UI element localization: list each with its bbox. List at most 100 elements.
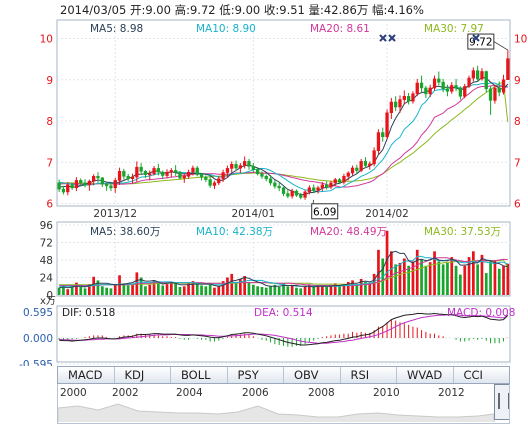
volume-bar [346,281,350,295]
macd-tick-label: 0.000 [23,333,53,345]
candle-body [342,176,346,183]
volume-bar [83,288,87,295]
event-marker-cross [472,34,480,42]
timeline-year: 2002 [112,387,139,399]
volume-bar [437,261,441,295]
tab-kdj[interactable]: KDJ [114,367,171,383]
quote-info-bar: 2014/03/05 开:9.00 高:9.72 低:9.00 收:9.51 量… [60,2,424,18]
volume-bar [217,286,221,296]
macd-legend: DIF: 0.518 [62,307,115,319]
candle-body [294,190,299,196]
candle-body [195,167,199,175]
candle-body [96,176,100,179]
volume-bar [200,285,203,295]
volume-bar [204,286,208,296]
annotation-box [311,203,339,220]
volume-ma-legend: MA30: 37.53万 [424,226,501,238]
candle-body [312,187,316,191]
volume-bar [62,284,65,295]
candle-body [333,179,337,184]
volume-bar [144,286,147,296]
timeline-year: 2006 [242,387,269,399]
candle-body [419,82,424,89]
tab-wvad[interactable]: WVAD [397,367,454,383]
macd-legend: DEA: 0.514 [254,307,313,319]
volume-bar [157,281,160,295]
volume-bar [213,287,216,295]
volume-bar [321,285,324,295]
candle-body [100,177,105,185]
tab-cci[interactable]: CCI [453,367,509,383]
event-marker [379,34,387,42]
candle-body [260,173,264,177]
quote-volume-label: 量: [308,3,324,17]
volume-bar [187,283,190,295]
volume-bar [282,283,285,295]
candle-body [74,180,79,189]
candle-body [117,171,122,181]
tab-rsi[interactable]: RSI [340,367,397,383]
candle-body [398,99,402,108]
volume-bar [303,286,307,296]
volume-unit-label: x万 [40,296,56,307]
volume-bar [256,286,259,296]
candle-body [406,96,411,102]
price-right-tick-label: 10 [514,34,527,46]
candle-body [506,58,510,81]
candle-body [135,166,139,178]
price-left-tick-label: 6 [46,199,53,211]
candle-body [363,161,368,166]
candle-body [182,176,186,179]
volume-bar [148,284,152,295]
quote-date: 2014/03/05 [60,3,127,17]
event-marker [472,34,480,42]
volume-bar [454,265,458,295]
candle-body [488,88,493,101]
tab-psy[interactable]: PSY [227,367,284,383]
candle-body [87,180,92,186]
volume-bar [113,284,117,295]
volume-bar [433,251,436,296]
timeline-history-area [58,403,495,422]
x-tick-label: 2014/02 [365,208,409,220]
stock-chart[interactable]: 6 6 7 7 8 8 9 9 10 10 2013/12 2014/01 2014/02 MA5: 8.… [0,0,528,366]
volume-bar [79,287,83,295]
annotation-box [467,33,495,50]
volume-bar [325,287,328,295]
candle-body [148,173,152,176]
tab-obv[interactable]: OBV [284,367,341,383]
candle-body [324,184,329,188]
candle-body [307,187,312,193]
candle-body [389,101,394,113]
macd-dif-line [59,312,509,346]
volume-bar [484,273,488,295]
volume-ma-legend: MA10: 42.38万 [196,226,273,238]
tab-macd[interactable]: MACD [58,367,115,383]
volume-bar [161,285,165,295]
candle-body [113,180,117,189]
volume-bar [174,283,177,295]
volume-bar [195,284,199,295]
volume-bar [101,286,104,296]
tab-boll[interactable]: BOLL [171,367,228,383]
volume-bar [355,284,359,295]
quote-low-label: 低: [219,3,235,17]
candle-body [454,85,458,89]
timeline-drag-handle[interactable] [494,384,509,420]
volume-bar [226,277,229,295]
volume-bar [234,281,238,295]
quote-high-label: 高: [174,3,190,17]
quote-close: 9.51 [279,3,305,17]
candle-body [320,184,325,189]
volume-bar [342,284,346,295]
timeline-navigator[interactable]: 2000 2002 2004 2006 2008 2010 2012 [57,384,510,424]
candle-body [458,87,463,97]
volume-bar [398,262,402,295]
candle-body [234,164,238,169]
candle-body [329,182,333,188]
candle-body [501,79,506,93]
candle-body [70,184,74,189]
candle-body [199,174,204,178]
quote-low: 9.00 [234,3,261,17]
candle-body [497,87,501,93]
